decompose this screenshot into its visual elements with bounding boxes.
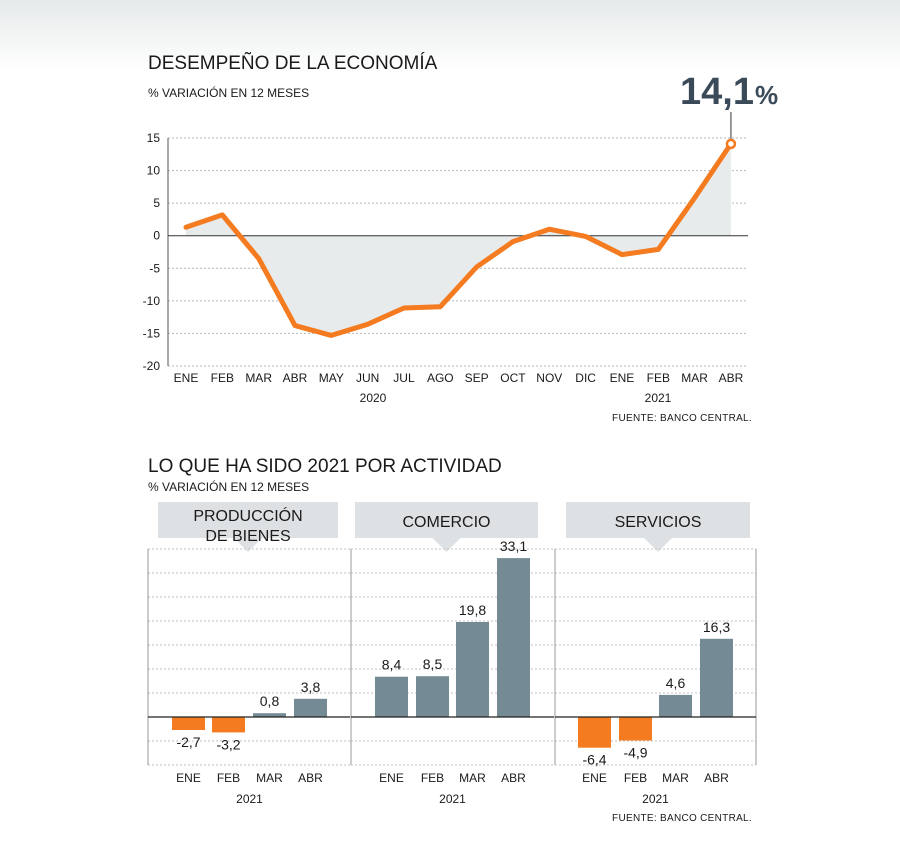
bar: [578, 717, 611, 748]
bar-x-tick-label: FEB: [217, 771, 240, 785]
bar-year-label: 2021: [439, 792, 466, 806]
panel-header-label: COMERCIO: [403, 514, 491, 531]
highlight-value: 14,1%: [680, 71, 778, 113]
bar-value-label: 0,8: [260, 693, 280, 709]
line-y-tick-label: -15: [143, 326, 161, 340]
bar-value-label: -4,9: [623, 745, 647, 761]
bar: [294, 698, 327, 717]
bar-x-tick-label: FEB: [421, 771, 444, 785]
line-chart-area: [186, 143, 731, 336]
bar-chart-subtitle: % VARIACIÓN EN 12 MESES: [148, 479, 309, 494]
panel-header-label: DE BIENES: [205, 528, 290, 545]
panel-header-label: PRODUCCIÓN: [193, 506, 302, 525]
bar-value-label: -6,4: [582, 752, 606, 768]
line-x-tick-label: SEP: [465, 371, 489, 385]
line-chart-x-ticks: ENE FEB MAR ABR MAY JUN JUL AGO SEP OCT NOV DIC ENE F…: [174, 371, 744, 385]
line-chart-source: FUENTE: BANCO CENTRAL.: [612, 413, 752, 424]
line-y-tick-label: 10: [147, 164, 161, 178]
year-label-2020: 2020: [360, 391, 387, 405]
line-y-tick-label: 0: [153, 229, 160, 243]
bar-value-label: 3,8: [301, 679, 321, 695]
bar-chart-panels: PRODUCCIÓN DE BIENES -2,7 ENE -3,2 FEB 0,8 MAR 3…: [147, 502, 757, 806]
panel-header-banner: [566, 502, 750, 552]
line-x-tick-label: ENE: [174, 371, 199, 385]
bar-value-label: -2,7: [176, 734, 200, 750]
panel-header-label: SERVICIOS: [615, 514, 702, 531]
bar: [659, 694, 692, 717]
bar-chart-source: FUENTE: BANCO CENTRAL.: [612, 813, 752, 824]
top-band: [0, 0, 900, 72]
line-x-tick-label: DIC: [575, 371, 596, 385]
bar-x-tick-label: MAR: [256, 771, 283, 785]
bar-value-label: 8,5: [423, 656, 443, 672]
line-x-tick-label: MAY: [319, 371, 344, 385]
bar-x-tick-label: ENE: [582, 771, 607, 785]
bar: [375, 676, 408, 717]
bar: [212, 717, 245, 733]
bar-value-label: 4,6: [666, 675, 686, 691]
panel-header-banner: [355, 502, 538, 552]
bar-year-label: 2021: [642, 792, 669, 806]
bar-year-label: 2021: [236, 792, 263, 806]
bar: [619, 717, 652, 741]
line-x-tick-label: OCT: [500, 371, 526, 385]
bar: [416, 676, 449, 717]
bar-x-tick-label: ABR: [704, 771, 729, 785]
line-chart-y-ticks: 15 10 5 0 -5 -10 -15 -20: [143, 131, 161, 373]
bar-panel: SERVICIOS -6,4 ENE -4,9 FEB 4,6 MAR 16,3 ABR 2021: [554, 502, 757, 806]
bar-x-tick-label: ABR: [298, 771, 323, 785]
bar-chart-title: LO QUE HA SIDO 2021 POR ACTIVIDAD: [148, 456, 502, 477]
line-chart-series: [183, 141, 734, 338]
line-y-tick-label: 15: [147, 131, 161, 145]
bar-value-label: 16,3: [703, 619, 730, 635]
line-x-tick-label: NOV: [536, 371, 562, 385]
line-x-tick-label: FEB: [647, 371, 670, 385]
bar: [253, 713, 286, 717]
bar-panel: PRODUCCIÓN DE BIENES -2,7 ENE -3,2 FEB 0,8 MAR 3…: [147, 502, 350, 806]
line-y-tick-label: -5: [149, 261, 160, 275]
bar-x-tick-label: ENE: [379, 771, 404, 785]
line-y-tick-label: 5: [153, 196, 160, 210]
highlight-number: 14,1: [680, 71, 754, 113]
line-x-tick-label: JUL: [393, 371, 415, 385]
bar-x-tick-label: MAR: [459, 771, 486, 785]
year-label-2021: 2021: [645, 391, 672, 405]
line-chart-title: DESEMPEÑO DE LA ECONOMÍA: [148, 52, 438, 74]
bar: [700, 638, 733, 717]
line-x-tick-label: MAR: [681, 371, 708, 385]
line-x-tick-label: JUN: [356, 371, 379, 385]
line-chart-end-marker: [725, 138, 737, 150]
line-x-tick-label: ABR: [719, 371, 744, 385]
line-chart-subtitle: % VARIACIÓN EN 12 MESES: [148, 85, 309, 100]
bar-panel: COMERCIO 8,4 ENE 8,5 FEB 19,8 MAR 33,1 ABR 2021: [350, 502, 554, 806]
bar: [497, 558, 530, 717]
bar: [456, 622, 489, 717]
bar: [172, 717, 205, 730]
highlight-unit: %: [755, 80, 778, 110]
panel-header-banner: [158, 502, 338, 552]
line-x-tick-label: ENE: [610, 371, 635, 385]
line-x-tick-label: ABR: [283, 371, 308, 385]
line-x-tick-label: AGO: [427, 371, 454, 385]
bar-value-label: 33,1: [500, 538, 527, 554]
bar-value-label: -3,2: [216, 736, 240, 752]
bar-x-tick-label: ABR: [501, 771, 526, 785]
bar-x-tick-label: MAR: [662, 771, 689, 785]
bar-x-tick-label: FEB: [624, 771, 647, 785]
line-y-tick-label: -10: [143, 294, 161, 308]
bar-value-label: 19,8: [459, 602, 486, 618]
line-x-tick-label: FEB: [211, 371, 234, 385]
bar-value-label: 8,4: [382, 657, 402, 673]
bar-x-tick-label: ENE: [176, 771, 201, 785]
line-x-tick-label: MAR: [245, 371, 272, 385]
line-y-tick-label: -20: [143, 359, 161, 373]
